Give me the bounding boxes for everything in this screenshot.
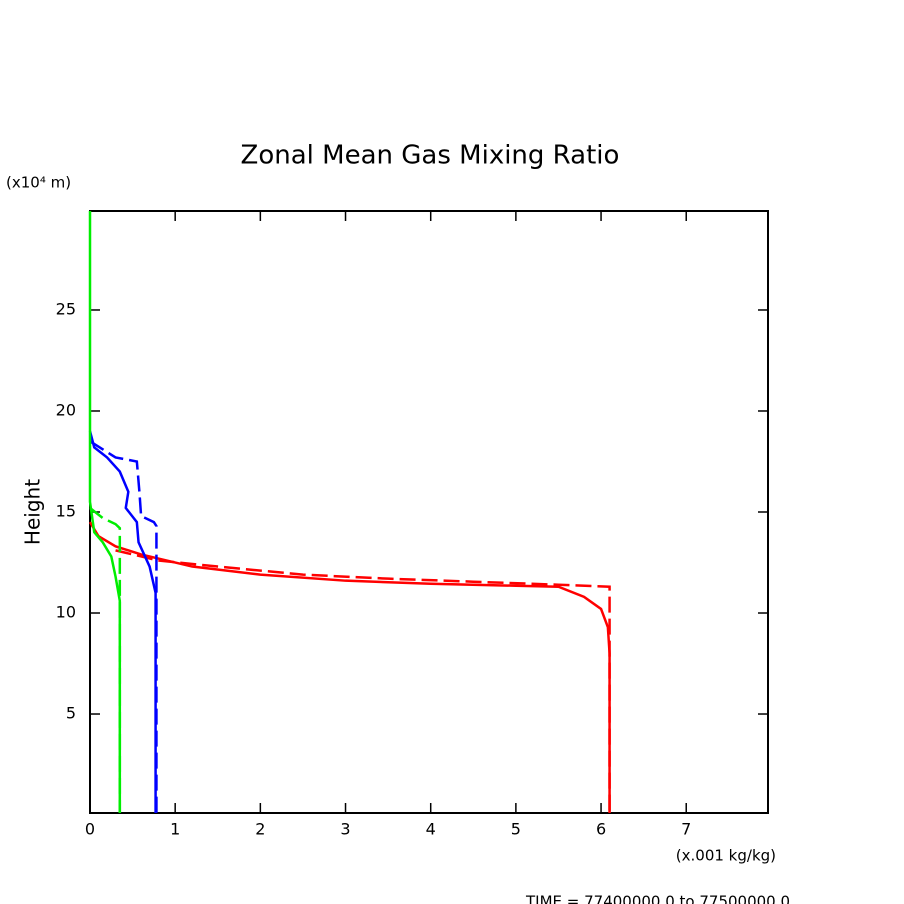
profile-line bbox=[115, 549, 611, 813]
y-unit: (x10⁴ m) bbox=[6, 174, 71, 192]
plot-frame bbox=[89, 210, 769, 814]
x-tick-label: 0 bbox=[85, 820, 95, 839]
y-tick-label: 10 bbox=[56, 603, 76, 622]
chart-title: Zonal Mean Gas Mixing Ratio bbox=[241, 141, 620, 171]
x-tick-label: 1 bbox=[170, 820, 180, 839]
x-tick-label: 6 bbox=[596, 820, 606, 839]
footer: TIME = 77400000.0 to 77500000.0 bbox=[525, 893, 790, 904]
x-tick-label: 4 bbox=[426, 820, 436, 839]
y-tick-label: 15 bbox=[56, 502, 76, 521]
x-unit: (x.001 kg/kg) bbox=[676, 847, 776, 865]
profile-line bbox=[88, 211, 122, 813]
profile-line bbox=[88, 521, 611, 813]
y-axis-label: Height bbox=[21, 479, 45, 545]
profile-line bbox=[88, 430, 157, 813]
x-tick-label: 3 bbox=[340, 820, 350, 839]
x-tick-label: 5 bbox=[511, 820, 521, 839]
x-tick-label: 2 bbox=[255, 820, 265, 839]
y-tick-label: 5 bbox=[66, 704, 76, 723]
y-tick-label: 25 bbox=[56, 299, 76, 318]
x-tick-label: 7 bbox=[681, 820, 691, 839]
profile-line bbox=[89, 506, 122, 813]
profile-line bbox=[89, 440, 158, 813]
y-tick-label: 20 bbox=[56, 400, 76, 419]
